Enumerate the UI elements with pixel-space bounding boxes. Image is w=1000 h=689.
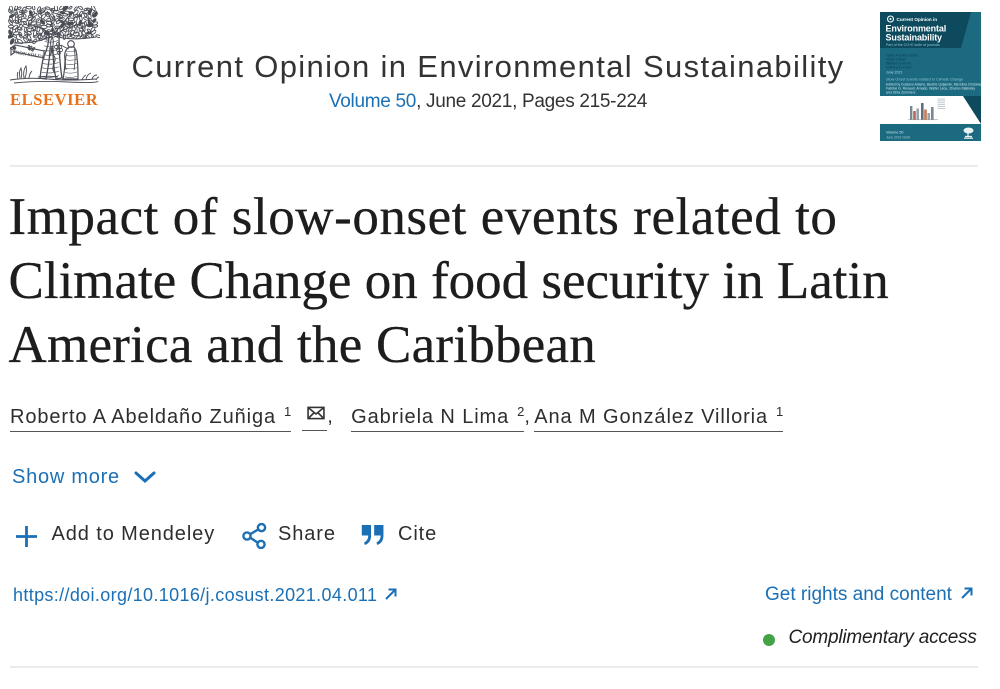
svg-text:Opha Pauline Dube: Opha Pauline Dube xyxy=(886,54,918,58)
svg-text:William Solecki: William Solecki xyxy=(886,62,911,66)
svg-text:Edited by Gustavo Adams, Beatr: Edited by Gustavo Adams, Beatriz Quijand… xyxy=(886,83,981,87)
svg-text:Volume 50: Volume 50 xyxy=(886,131,903,135)
svg-text:Slow Onset Events related to C: Slow Onset Events related to Climate Cha… xyxy=(886,78,963,82)
svg-text:Editors-in-Chief: Editors-in-Chief xyxy=(886,66,912,70)
svg-text:Fabrice G. Renaud, Arnado, Wal: Fabrice G. Renaud, Arnado, Walter Leou, … xyxy=(886,87,975,91)
svg-text:June 2021: June 2021 xyxy=(886,71,902,75)
svg-text:Sustainability: Sustainability xyxy=(886,33,943,43)
svg-text:Current Opinion in: Current Opinion in xyxy=(897,17,938,22)
svg-text:Environmental: Environmental xyxy=(886,24,947,34)
svg-text:and Zinta Zommers: and Zinta Zommers xyxy=(886,91,916,95)
svg-text:NON SOLUS: NON SOLUS xyxy=(15,51,44,60)
svg-text:June 2021 ISSN: June 2021 ISSN xyxy=(886,135,911,139)
svg-text:Part of the CO+E suite of jour: Part of the CO+E suite of journals xyxy=(886,43,940,47)
svg-text:Victor Galaz: Victor Galaz xyxy=(886,58,906,62)
